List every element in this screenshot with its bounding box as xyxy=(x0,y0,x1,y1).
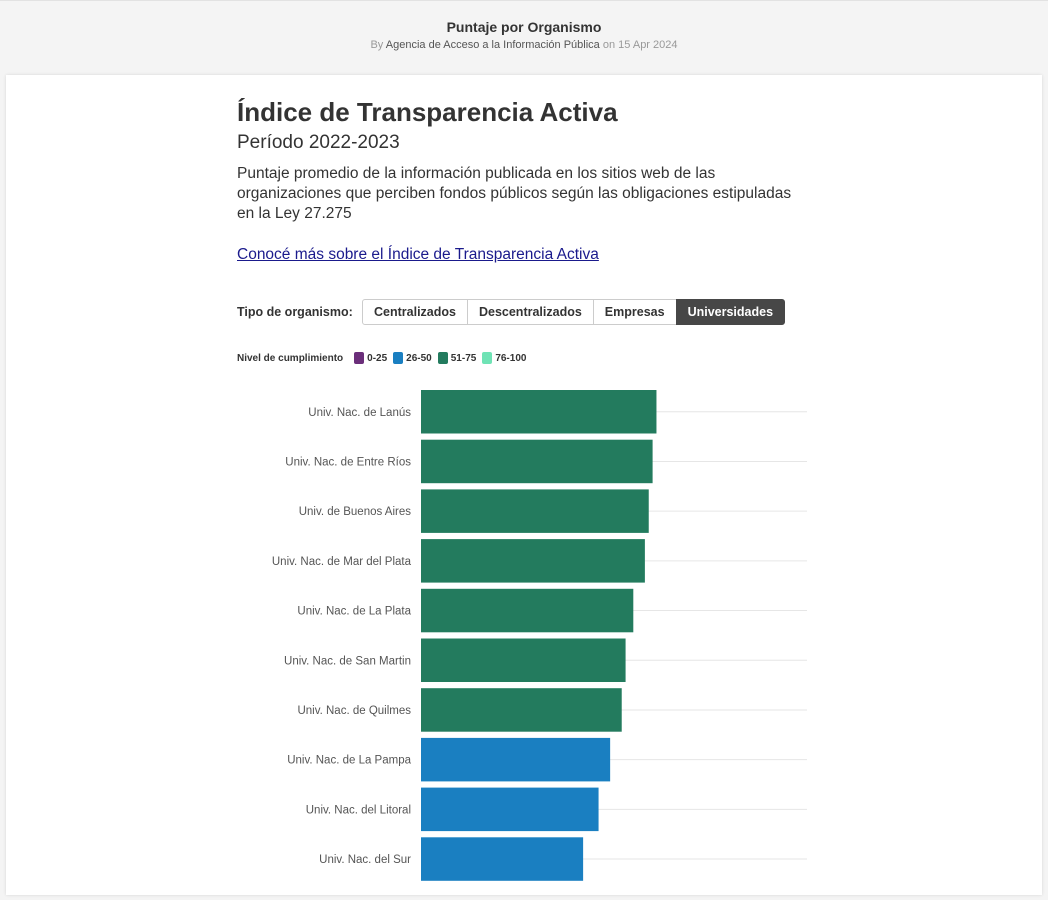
page-title: Índice de Transparencia Activa xyxy=(237,97,618,127)
byline-by: By xyxy=(370,39,384,51)
bar[interactable] xyxy=(421,688,622,732)
category-label: Univ. Nac. de Entre Ríos xyxy=(285,456,411,468)
legend-swatch xyxy=(437,352,448,364)
byline-on: on xyxy=(602,39,616,51)
learn-more-link[interactable]: Conocé más sobre el Índice de Transparen… xyxy=(237,246,599,263)
filter-button-centralizados[interactable]: Centralizados xyxy=(362,299,468,325)
byline-date: 15 Apr 2024 xyxy=(618,39,678,51)
visualisation-title: Puntaje por Organismo xyxy=(446,19,602,35)
legend-item-26-50[interactable]: 26-50 xyxy=(393,352,432,364)
category-label: Univ. Nac. de La Pampa xyxy=(287,755,411,767)
chart-description: Puntaje promedio de la información publi… xyxy=(237,165,792,222)
legend-title: Nivel de cumplimiento xyxy=(237,352,344,364)
legend-label: 51-75 xyxy=(450,352,477,364)
filter-button-empresas[interactable]: Empresas xyxy=(592,299,677,325)
bar[interactable] xyxy=(421,638,626,683)
byline: By Agencia de Acceso a la Información Pú… xyxy=(0,39,1048,51)
bar[interactable] xyxy=(421,837,584,881)
category-label: Univ. Nac. del Sur xyxy=(319,854,411,866)
category-label: Univ. de Buenos Aires xyxy=(299,506,412,518)
legend-swatch xyxy=(354,352,365,364)
category-label: Univ. Nac. de Lanús xyxy=(308,407,411,419)
category-label: Univ. Nac. de La Plata xyxy=(297,606,411,618)
visualisation-card: Índice de Transparencia Activa Período 2… xyxy=(6,75,1042,895)
category-label: Univ. Nac. del Litoral xyxy=(306,804,411,816)
bar[interactable] xyxy=(421,737,611,782)
bar[interactable] xyxy=(421,390,657,434)
bar[interactable] xyxy=(421,439,653,484)
legend-item-0-25[interactable]: 0-25 xyxy=(354,352,387,364)
filter-button-universidades[interactable]: Universidades xyxy=(675,299,786,325)
legend-item-51-75[interactable]: 51-75 xyxy=(437,352,477,364)
bar[interactable] xyxy=(421,539,645,583)
organism-type-filter: Centralizados Descentralizados Empresas … xyxy=(362,299,786,325)
legend-label: 26-50 xyxy=(406,352,432,364)
page-subtitle: Período 2022-2023 xyxy=(237,132,400,153)
chart-legend: Nivel de cumplimiento 0-25 26-50 51-75 7… xyxy=(237,351,532,365)
filter-label: Tipo de organismo: xyxy=(237,305,353,319)
bar[interactable] xyxy=(421,787,599,832)
filter-button-descentralizados[interactable]: Descentralizados xyxy=(466,299,594,325)
category-label: Univ. Nac. de Mar del Plata xyxy=(272,556,412,568)
visualisation-header: Puntaje por Organismo By Agencia de Acce… xyxy=(0,0,1048,65)
legend-item-76-100[interactable]: 76-100 xyxy=(482,352,526,364)
category-label: Univ. Nac. de Quilmes xyxy=(297,705,411,717)
legend-swatch xyxy=(482,352,493,364)
byline-author[interactable]: Agencia de Acceso a la Información Públi… xyxy=(385,39,600,51)
bar[interactable] xyxy=(421,588,634,633)
legend-swatch xyxy=(393,352,404,364)
bar-chart: Univ. Nac. de Lanús Univ. Nac. de Entre R… xyxy=(272,390,807,881)
category-label: Univ. Nac. de San Martin xyxy=(284,655,411,667)
bar[interactable] xyxy=(421,489,649,533)
legend-label: 76-100 xyxy=(495,352,527,364)
legend-label: 0-25 xyxy=(367,352,388,364)
